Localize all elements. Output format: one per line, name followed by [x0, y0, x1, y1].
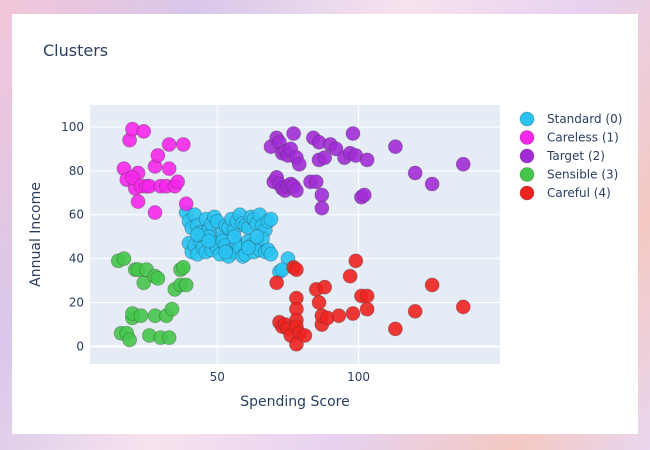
point-careless-1[interactable]: [170, 174, 186, 190]
point-standard-0[interactable]: [201, 233, 217, 249]
point-sensible-3[interactable]: [150, 270, 166, 286]
legend-label: Careful (4): [547, 186, 611, 200]
point-target-2[interactable]: [308, 174, 324, 190]
point-target-2[interactable]: [314, 187, 330, 203]
point-careless-1[interactable]: [161, 161, 177, 177]
point-careful-4[interactable]: [289, 262, 304, 278]
legend-item-careless-1[interactable]: Careless (1): [519, 130, 619, 145]
point-careless-1[interactable]: [175, 137, 191, 152]
point-target-2[interactable]: [356, 187, 372, 203]
point-target-2[interactable]: [317, 150, 333, 166]
point-sensible-3[interactable]: [161, 330, 177, 346]
point-sensible-3[interactable]: [116, 251, 132, 267]
point-target-2[interactable]: [286, 126, 301, 141]
point-careful-4[interactable]: [331, 308, 347, 324]
point-sensible-3[interactable]: [178, 277, 194, 293]
point-careful-4[interactable]: [387, 321, 403, 337]
point-target-2[interactable]: [345, 126, 361, 141]
y-tick-label: 100: [61, 120, 84, 134]
y-tick-label: 80: [69, 164, 84, 178]
point-careless-1[interactable]: [136, 123, 152, 139]
point-target-2[interactable]: [424, 176, 440, 192]
legend-marker: [519, 148, 535, 164]
point-careless-1[interactable]: [130, 194, 146, 209]
point-careless-1[interactable]: [150, 148, 166, 163]
y-tick-label: 0: [76, 339, 84, 353]
point-target-2[interactable]: [289, 183, 304, 199]
point-careless-1[interactable]: [161, 137, 177, 152]
legend-marker: [519, 130, 535, 145]
point-careful-4[interactable]: [342, 268, 358, 284]
legend-item-standard-0[interactable]: Standard (0): [519, 111, 622, 127]
legend-marker: [519, 111, 535, 127]
point-careful-4[interactable]: [311, 295, 327, 310]
point-standard-0[interactable]: [249, 229, 265, 245]
point-careful-4[interactable]: [424, 277, 440, 293]
x-tick-label: 50: [210, 370, 225, 384]
point-standard-0[interactable]: [218, 244, 234, 260]
point-target-2[interactable]: [387, 139, 403, 155]
point-target-2[interactable]: [455, 156, 471, 172]
x-axis-title: Spending Score: [240, 394, 349, 410]
point-standard-0[interactable]: [226, 229, 242, 245]
legend-marker: [519, 167, 535, 182]
point-sensible-3[interactable]: [133, 308, 149, 324]
x-tick-label: 100: [347, 370, 370, 384]
data-points: [110, 121, 471, 352]
point-careful-4[interactable]: [407, 303, 423, 319]
point-careful-4[interactable]: [359, 288, 375, 304]
point-careful-4[interactable]: [269, 275, 285, 291]
legend-item-careful-4[interactable]: Careful (4): [519, 185, 611, 201]
point-standard-0[interactable]: [263, 246, 279, 262]
legend-label: Target (2): [546, 149, 605, 163]
y-tick-label: 60: [69, 208, 84, 222]
y-axis-title: Annual Income: [28, 182, 44, 287]
chart-title: Clusters: [43, 41, 109, 60]
point-careless-1[interactable]: [147, 205, 163, 220]
point-standard-0[interactable]: [263, 211, 279, 227]
point-target-2[interactable]: [314, 200, 330, 216]
point-sensible-3[interactable]: [175, 260, 191, 275]
point-careful-4[interactable]: [359, 301, 375, 317]
legend-marker: [519, 185, 535, 201]
y-tick-label: 40: [69, 252, 84, 266]
point-careful-4[interactable]: [297, 328, 313, 343]
point-careless-1[interactable]: [178, 196, 194, 212]
point-careful-4[interactable]: [345, 306, 361, 321]
point-sensible-3[interactable]: [164, 301, 180, 317]
legend-label: Standard (0): [547, 112, 622, 126]
point-careless-1[interactable]: [125, 170, 140, 185]
legend-label: Careless (1): [547, 131, 619, 145]
legend-item-sensible-3[interactable]: Sensible (3): [519, 167, 618, 182]
legend-item-target-2[interactable]: Target (2): [519, 148, 605, 164]
point-target-2[interactable]: [328, 141, 344, 157]
point-standard-0[interactable]: [190, 227, 205, 242]
point-careful-4[interactable]: [289, 336, 304, 352]
point-target-2[interactable]: [291, 156, 307, 172]
point-target-2[interactable]: [407, 165, 423, 181]
point-careful-4[interactable]: [348, 253, 364, 269]
point-standard-0[interactable]: [240, 240, 256, 256]
point-careful-4[interactable]: [317, 279, 333, 295]
y-tick-label: 20: [69, 296, 84, 310]
legend-label: Sensible (3): [547, 168, 618, 182]
point-target-2[interactable]: [359, 152, 375, 168]
point-careful-4[interactable]: [455, 299, 471, 315]
point-sensible-3[interactable]: [122, 332, 137, 348]
